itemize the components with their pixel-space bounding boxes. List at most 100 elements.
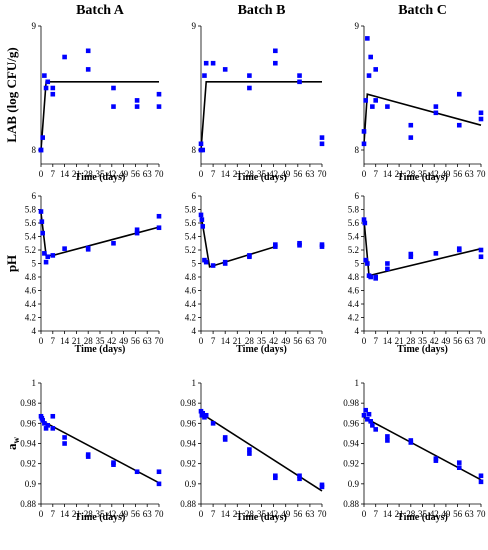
x-tick-label: 63 (143, 509, 153, 519)
data-point (222, 437, 228, 442)
x-tick-label: 28 (406, 509, 416, 519)
data-point (222, 67, 228, 72)
data-point (373, 276, 378, 281)
x-axis-label: Time (days) (236, 172, 287, 183)
y-tick-label: 5.8 (348, 205, 360, 215)
data-point (478, 479, 484, 485)
y-tick-label: 5.6 (348, 218, 360, 228)
data-point (273, 48, 278, 54)
data-point (85, 48, 91, 54)
data-point (85, 454, 91, 459)
data-point (363, 98, 368, 103)
x-tick-label: 28 (245, 336, 255, 346)
data-point (198, 212, 204, 218)
x-tick-label: 21 (395, 169, 404, 179)
fit-line (363, 219, 482, 277)
fit-line (363, 416, 482, 481)
y-tick-label: 5.4 (348, 232, 360, 242)
y-tick-label: 1 (355, 378, 360, 388)
y-tick-label: 8 (192, 145, 197, 155)
data-point (363, 257, 368, 263)
y-tick-label: 4.4 (348, 299, 360, 309)
data-point (478, 473, 484, 479)
data-point (385, 266, 390, 272)
data-point (433, 251, 439, 256)
data-point (456, 122, 462, 128)
data-point (156, 225, 162, 231)
x-tick-label: 56 (293, 169, 303, 179)
x-tick-label: 49 (441, 509, 451, 519)
data-point (385, 261, 390, 266)
data-point (134, 469, 140, 475)
data-point (373, 427, 378, 432)
y-tick-label: 4.6 (25, 286, 37, 296)
x-tick-label: 0 (362, 169, 367, 179)
x-tick-label: 7 (211, 509, 216, 519)
x-tick-label: 49 (281, 169, 291, 179)
x-axis-label: Time (days) (397, 512, 448, 523)
x-axis-label: Time (days) (397, 172, 448, 183)
x-tick-label: 21 (233, 169, 242, 179)
x-tick-label: 56 (293, 509, 303, 519)
y-tick-label: 5.6 (185, 218, 197, 228)
x-tick-label: 35 (257, 169, 267, 179)
data-point (111, 85, 116, 91)
data-point (134, 98, 140, 103)
x-tick-label: 21 (233, 509, 242, 519)
data-point (85, 245, 91, 251)
panel-ph-batch-b: 0 7 14 21 28 35 42 49 56 63 70 4 4.2 4.4 4.6 4.8 5 5.2 5.4… (185, 191, 327, 355)
y-tick-label: 8 (32, 145, 37, 155)
data-point (202, 73, 207, 78)
x-tick-label: 28 (84, 509, 94, 519)
y-tick-label: 1 (32, 378, 37, 388)
panel-aw-batch-a: 0 7 14 21 28 35 42 49 56 63 70 0.88 0.9 0.92 0.94 0.96 0… (4, 378, 164, 523)
x-tick-label: 14 (221, 169, 231, 179)
y-tick-label: 4.6 (185, 286, 197, 296)
y-tick-label: 0.92 (20, 459, 36, 469)
data-point (40, 230, 45, 236)
x-tick-label: 63 (143, 169, 153, 179)
x-tick-label: 0 (362, 509, 367, 519)
data-point (247, 73, 252, 78)
x-tick-label: 56 (453, 169, 463, 179)
x-tick-label: 70 (477, 509, 487, 519)
x-tick-label: 35 (96, 169, 106, 179)
data-point (50, 426, 56, 431)
data-point (273, 242, 278, 247)
data-point (478, 247, 484, 253)
x-tick-label: 70 (318, 509, 328, 519)
data-point (199, 217, 205, 222)
data-point (156, 213, 162, 219)
y-tick-label: 0.98 (343, 398, 359, 408)
y-tick-label: 6 (355, 191, 360, 201)
fit-line (40, 212, 160, 257)
data-point (85, 67, 91, 72)
data-point (111, 104, 116, 109)
x-tick-label: 35 (418, 509, 428, 519)
data-point (297, 79, 302, 85)
x-tick-label: 21 (72, 169, 81, 179)
x-tick-label: 7 (211, 336, 216, 346)
data-point (200, 224, 206, 229)
panel-title: Batch C (398, 3, 447, 18)
x-axis-label: Time (days) (75, 172, 126, 183)
data-point (456, 246, 462, 251)
x-tick-label: 63 (305, 509, 315, 519)
data-point (456, 465, 462, 470)
data-point (273, 60, 278, 66)
panel-aw-batch-b: 0 7 14 21 28 35 42 49 56 63 70 0.88 0.9 0.92 0.94 0.96 0… (180, 378, 327, 523)
fit-line (40, 419, 160, 484)
y-tick-label: 0.88 (180, 499, 196, 509)
data-point (361, 141, 367, 147)
y-tick-label: 5 (32, 259, 37, 269)
data-point (210, 60, 216, 66)
x-tick-label: 7 (51, 169, 56, 179)
data-point (39, 219, 45, 224)
x-tick-label: 49 (119, 169, 129, 179)
x-tick-label: 7 (373, 509, 378, 519)
fit-line (363, 93, 482, 144)
fit-line (200, 214, 276, 268)
data-point (43, 259, 49, 265)
data-point (38, 147, 44, 153)
x-tick-label: 42 (107, 169, 116, 179)
